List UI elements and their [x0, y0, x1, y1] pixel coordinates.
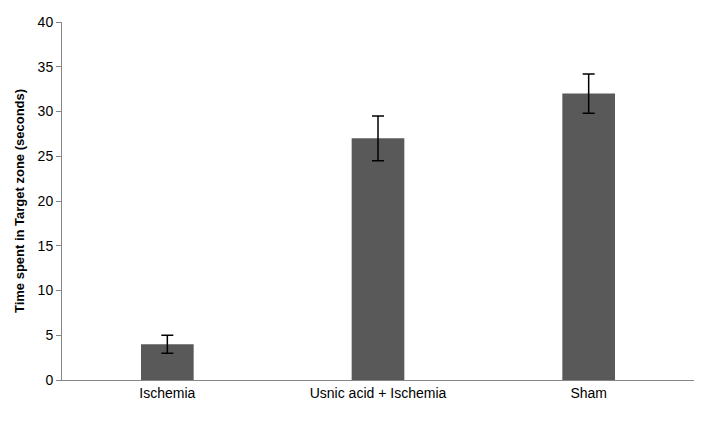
svg-text:35: 35 [38, 59, 54, 75]
svg-text:40: 40 [38, 14, 54, 30]
svg-text:30: 30 [38, 103, 54, 119]
svg-text:Ischemia: Ischemia [139, 385, 195, 401]
svg-text:20: 20 [38, 193, 54, 209]
svg-text:Sham: Sham [570, 385, 607, 401]
svg-text:5: 5 [45, 327, 53, 343]
svg-text:15: 15 [38, 238, 54, 254]
svg-text:Usnic acid + Ischemia: Usnic acid + Ischemia [310, 385, 447, 401]
svg-text:10: 10 [38, 282, 54, 298]
svg-text:0: 0 [45, 372, 53, 388]
svg-text:25: 25 [38, 148, 54, 164]
svg-text:Time spent in Target zone (sec: Time spent in Target zone (seconds) [12, 89, 27, 313]
